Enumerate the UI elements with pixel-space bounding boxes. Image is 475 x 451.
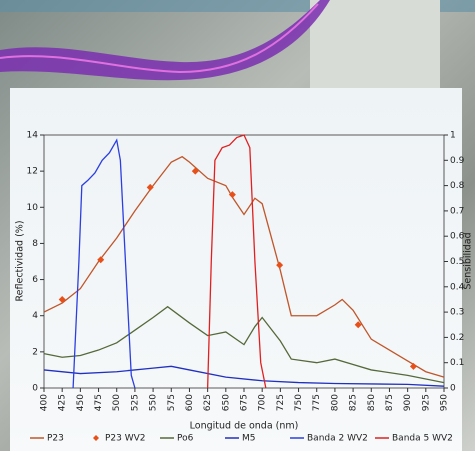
data-point [146, 183, 154, 191]
y2-tick-label: 0.4 [450, 282, 465, 292]
x-tick-label: 475 [94, 394, 104, 411]
data-point [97, 256, 105, 264]
y-tick-label: 10 [27, 203, 39, 213]
data-point [191, 167, 199, 175]
x-tick-label: 925 [421, 394, 431, 411]
series-line [72, 138, 136, 389]
y2-tick-label: 0.3 [450, 308, 464, 318]
x-tick-label: 600 [185, 394, 195, 411]
y2-tick-label: 0.7 [450, 206, 464, 216]
series-line [43, 155, 445, 378]
x-tick-label: 450 [76, 394, 86, 411]
x-tick-label: 550 [149, 394, 159, 411]
y-tick-label: 4 [32, 311, 38, 321]
x-tick-label: 575 [167, 394, 177, 411]
data-point [354, 321, 362, 329]
y-tick-label: 2 [32, 347, 38, 357]
y-tick-label: 6 [32, 275, 38, 285]
y2-tick-label: 1 [450, 131, 456, 141]
y-tick-label: 0 [32, 384, 38, 394]
x-axis-title: Longitud de onda (nm) [190, 421, 299, 432]
x-tick-label: 875 [385, 394, 395, 411]
x-tick-label: 700 [258, 394, 268, 411]
x-tick-label: 775 [312, 394, 322, 411]
y2-tick-label: 0.8 [450, 181, 465, 191]
y2-tick-label: 0 [450, 384, 456, 394]
y-tick-label: 12 [27, 167, 38, 177]
series-line [206, 134, 267, 389]
x-tick-label: 675 [240, 394, 250, 411]
x-tick-label: 400 [40, 394, 50, 411]
x-tick-label: 725 [276, 394, 286, 411]
data-point [58, 295, 66, 303]
x-tick-label: 850 [367, 394, 377, 411]
y-axis-title: Reflectividad (%) [15, 220, 26, 301]
y2-axis-title: Sensibilidad [463, 232, 474, 289]
data-point [409, 362, 417, 370]
chart: Reflectividad (%) Sensibilidad Longitud … [15, 131, 474, 444]
x-tick-label: 800 [330, 394, 340, 411]
legend-label: Banda 2 WV2 [307, 434, 368, 444]
y2-tick-label: 0.2 [450, 333, 464, 343]
x-tick-label: 625 [203, 394, 213, 411]
y2-tick-label: 0.5 [450, 257, 464, 267]
legend-label: Po6 [177, 434, 194, 444]
x-tick-label: 950 [440, 394, 450, 411]
y2-tick-label: 0.1 [450, 358, 464, 368]
x-tick-label: 425 [58, 394, 68, 411]
field [310, 0, 440, 90]
data-point [276, 261, 284, 269]
legend-label: M5 [242, 434, 256, 444]
legend-label: P23 WV2 [105, 434, 146, 444]
legend-label: Banda 5 WV2 [392, 434, 453, 444]
x-tick-label: 750 [294, 394, 304, 411]
y2-tick-label: 0.9 [450, 156, 465, 166]
y-tick-label: 8 [32, 239, 38, 249]
data-point [228, 191, 236, 199]
x-tick-label: 525 [130, 394, 140, 411]
y2-tick-label: 0.6 [450, 232, 465, 242]
chart-panel [10, 88, 462, 451]
x-tick-label: 500 [112, 394, 122, 411]
x-tick-label: 900 [403, 394, 413, 411]
y-tick-label: 14 [27, 131, 39, 141]
river-edge [0, 3, 319, 74]
x-tick-label: 825 [349, 394, 359, 411]
legend-marker [93, 435, 99, 441]
series-line [43, 305, 445, 384]
x-tick-label: 650 [221, 394, 231, 411]
legend-label: P23 [47, 434, 64, 444]
